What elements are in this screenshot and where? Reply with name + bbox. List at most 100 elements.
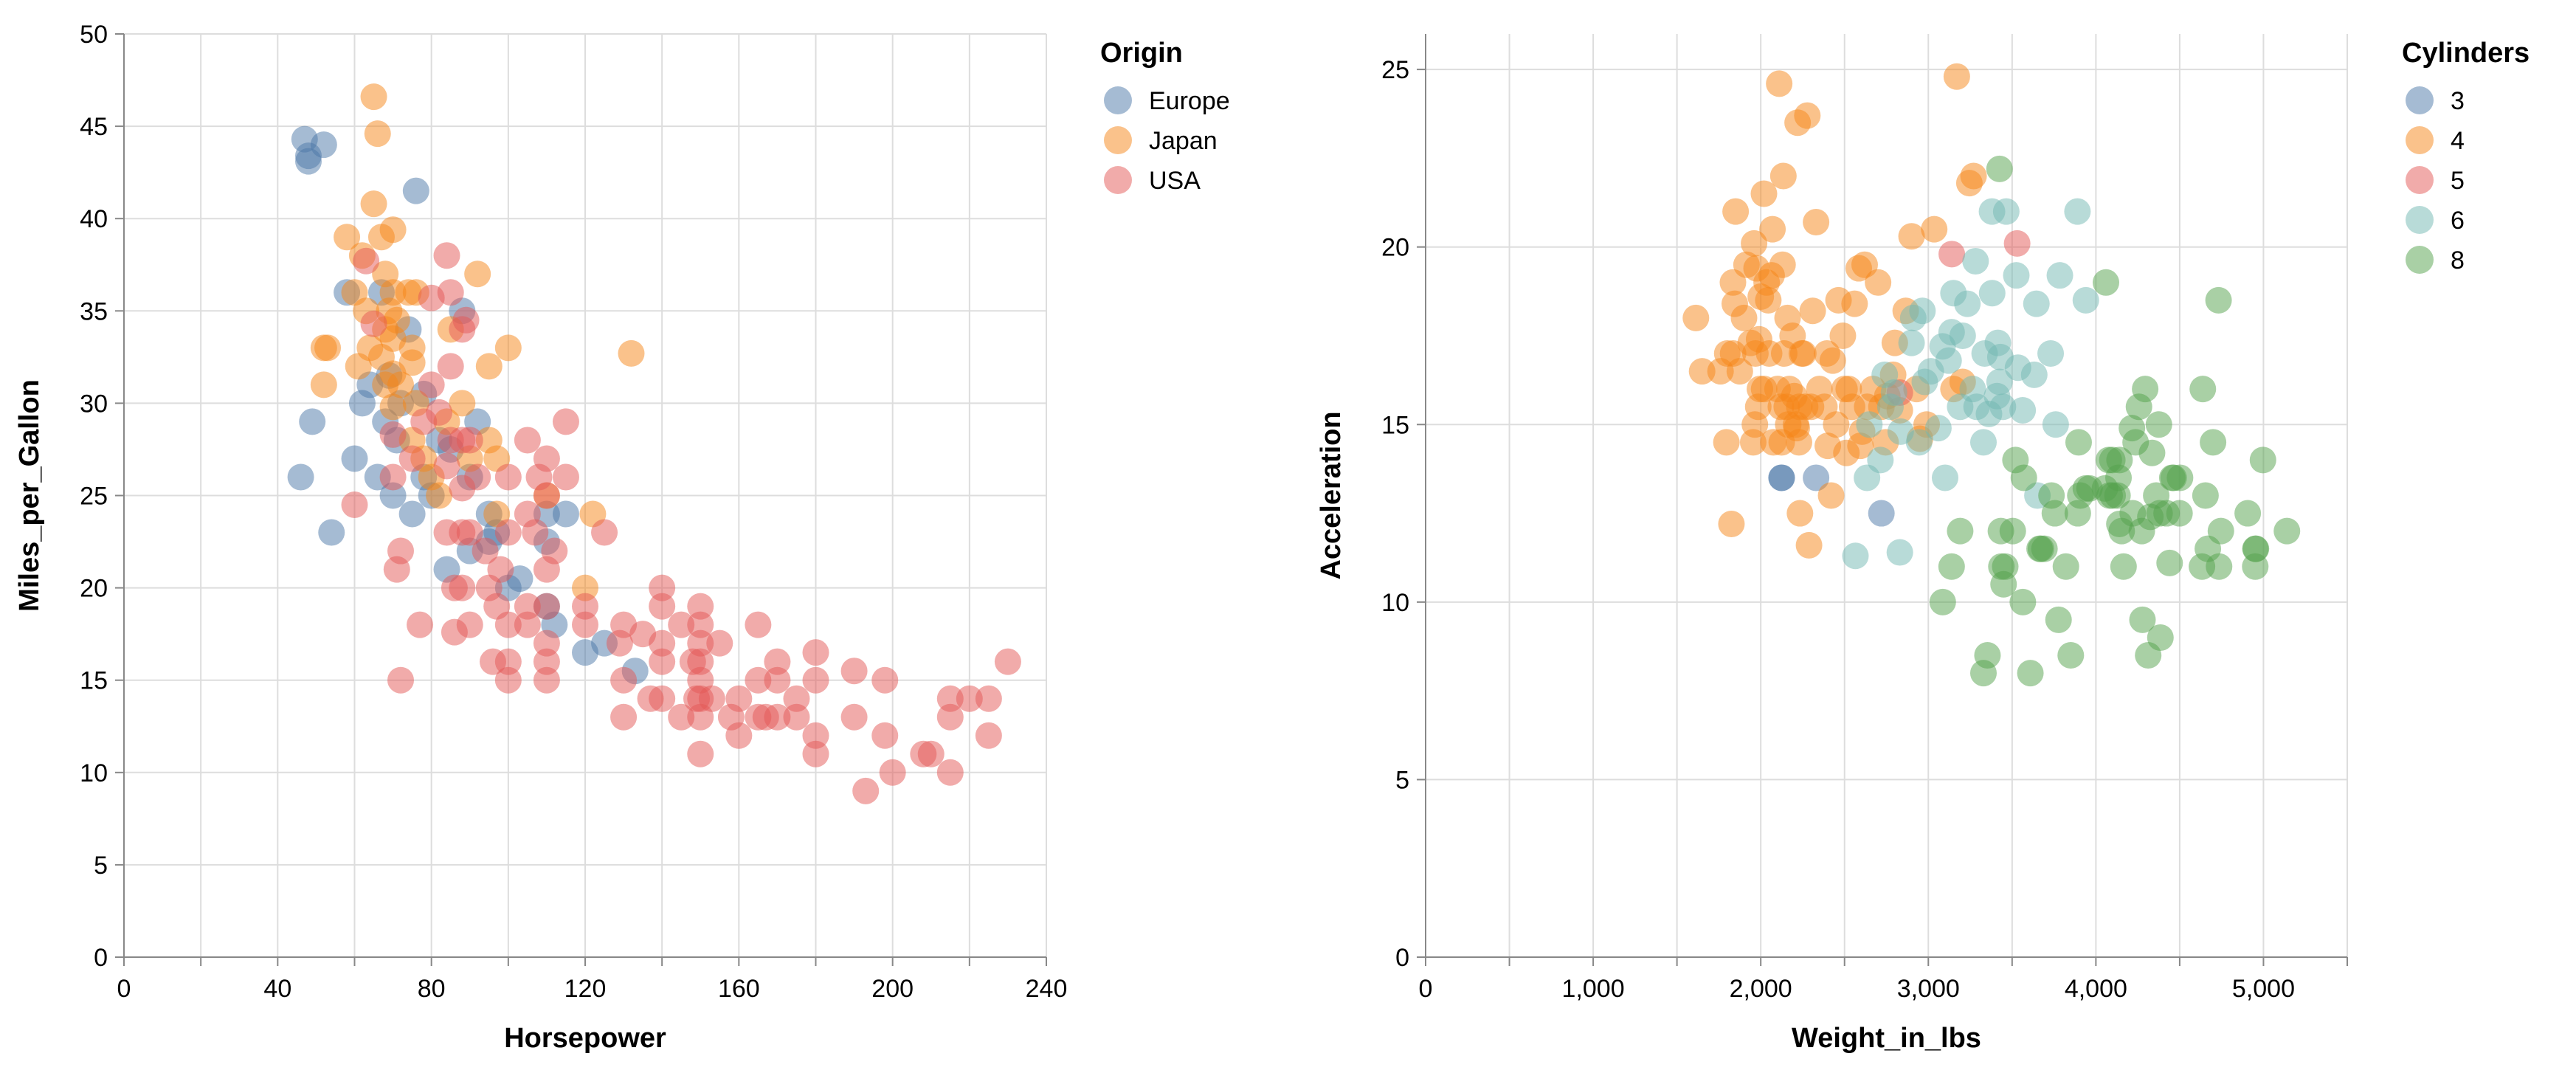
data-point — [1713, 429, 1740, 456]
data-point — [541, 537, 568, 565]
data-point — [610, 703, 638, 731]
data-point — [802, 666, 829, 694]
data-point — [936, 703, 964, 731]
data-point — [2200, 429, 2227, 456]
data-point — [687, 648, 714, 675]
data-point — [341, 491, 368, 519]
data-point — [1924, 415, 1952, 442]
data-point — [533, 648, 560, 675]
data-point — [2145, 411, 2172, 438]
y-tick-label: 50 — [80, 21, 108, 49]
data-point — [1978, 280, 2006, 307]
data-point — [1755, 286, 1782, 314]
data-point — [2042, 411, 2069, 438]
data-point — [2110, 553, 2137, 580]
chart-1-series-6 — [1842, 198, 2099, 570]
data-point — [649, 629, 676, 657]
legend-label: 6 — [2451, 207, 2465, 235]
x-tick-label: 80 — [418, 975, 446, 1003]
data-point — [407, 611, 434, 638]
data-point — [533, 445, 560, 472]
data-point — [2052, 553, 2079, 580]
data-point — [2138, 439, 2166, 466]
data-point — [398, 500, 426, 528]
y-tick-label: 5 — [1395, 766, 1409, 794]
data-point — [668, 703, 695, 731]
data-point — [494, 666, 522, 694]
data-point — [494, 334, 522, 362]
chart-0-y-axis-title: Miles_per_Gallon — [14, 379, 45, 612]
data-point — [379, 463, 407, 491]
data-point — [1682, 304, 1710, 331]
data-point — [353, 247, 380, 275]
legend-swatch — [1104, 126, 1132, 154]
data-point — [840, 658, 868, 685]
data-point — [310, 371, 337, 399]
data-point — [1909, 297, 1936, 325]
data-point — [299, 408, 326, 435]
data-point — [1898, 223, 1925, 250]
data-point — [698, 685, 725, 712]
data-point — [745, 611, 772, 638]
data-point — [310, 131, 337, 159]
legend-label: USA — [1149, 167, 1201, 195]
data-point — [1954, 290, 1981, 317]
data-point — [456, 611, 483, 638]
data-point — [2242, 535, 2270, 562]
data-point — [360, 83, 387, 111]
chart-1-legend: Cylinders 3 4 5 6 8 — [2402, 38, 2530, 275]
chart-1-series-8 — [1929, 155, 2301, 687]
legend-swatch — [2406, 86, 2434, 114]
legend-swatch — [2406, 206, 2434, 234]
data-point — [360, 310, 387, 337]
data-point — [452, 306, 480, 334]
data-point — [649, 648, 676, 675]
data-point — [2106, 446, 2133, 474]
data-point — [1999, 517, 2026, 545]
data-point — [514, 427, 541, 454]
data-point — [2207, 517, 2234, 545]
legend-label: 8 — [2451, 246, 2465, 275]
x-tick-label: 3,000 — [1897, 975, 1960, 1003]
horsepower-mpg-scatter: 0 40 80 120 160 200 240 0 5 10 15 20 25 30 35 40 45 50 Hor… — [14, 21, 1230, 1054]
data-point — [994, 648, 1021, 675]
x-tick-label: 5,000 — [2232, 975, 2295, 1003]
data-point — [2129, 606, 2156, 633]
data-point — [802, 639, 829, 666]
data-point — [456, 427, 483, 454]
data-point — [1786, 500, 1814, 527]
data-point — [1842, 542, 1869, 570]
legend-label: Europe — [1149, 87, 1230, 115]
y-tick-label: 10 — [80, 759, 108, 787]
data-point — [533, 482, 560, 509]
data-point — [1841, 290, 1868, 317]
data-point — [1799, 297, 1826, 325]
data-point — [1803, 209, 1830, 236]
data-point — [2064, 198, 2091, 225]
chart-1-series-4 — [1682, 63, 1987, 559]
data-point — [936, 685, 964, 712]
data-point — [1769, 251, 1796, 278]
data-point — [1759, 215, 1786, 243]
data-point — [956, 685, 983, 712]
data-point — [1929, 588, 1956, 615]
data-point — [2166, 500, 2193, 527]
data-point — [706, 629, 733, 657]
data-point — [1803, 464, 1830, 491]
data-point — [387, 666, 414, 694]
x-tick-label: 0 — [117, 975, 131, 1003]
data-point — [341, 445, 368, 472]
data-point — [572, 611, 598, 638]
x-tick-label: 120 — [564, 975, 607, 1003]
data-point — [379, 482, 407, 509]
data-point — [764, 703, 791, 731]
data-point — [398, 349, 426, 376]
y-tick-label: 20 — [1381, 234, 1409, 262]
data-point — [1829, 322, 1857, 349]
data-point — [533, 629, 560, 657]
data-point — [379, 393, 407, 421]
chart-0-legend: Origin Europe Japan USA — [1100, 38, 1230, 195]
data-point — [2010, 464, 2037, 491]
data-point — [2045, 606, 2072, 633]
data-point — [2166, 464, 2194, 491]
